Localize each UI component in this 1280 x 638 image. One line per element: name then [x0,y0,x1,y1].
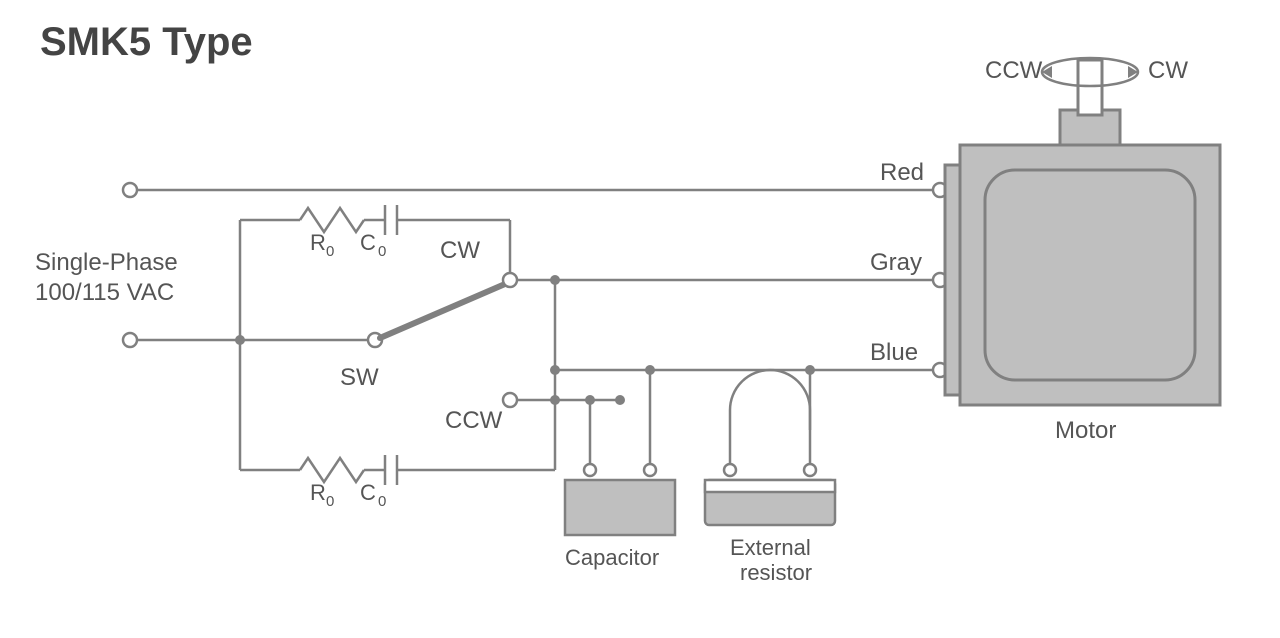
wire-blue-label: Blue [870,339,918,366]
res-hairpin [730,370,810,430]
rc-bot-r-sub: 0 [326,493,334,510]
resistor-label-1: External [730,535,811,560]
source-label-line2: 100/115 VAC [35,279,174,306]
res-pin-left [724,464,736,476]
diagram-title: SMK5 Type [40,20,253,64]
motor-ccw-label: CCW [985,57,1043,84]
rc-top-c-sub: 0 [378,243,386,260]
motor-cw-label: CW [1148,57,1188,84]
rc-bot-resistor [300,458,364,482]
rc-top-r-label: R [310,230,326,255]
rc-bot-c-label: C [360,480,376,505]
sw-cw-label: CW [440,237,480,264]
resistor-top-strip [705,480,835,492]
capacitor-label: Capacitor [565,545,659,570]
capacitor-body [565,480,675,535]
rc-top-r-sub: 0 [326,243,334,260]
supply-terminal-bottom [123,333,137,347]
sw-blade [380,284,505,338]
node-cap-left [585,395,595,405]
rc-bot-r-label: R [310,480,326,505]
motor [945,58,1220,405]
wire-red-label: Red [880,159,924,186]
res-pin-right [804,464,816,476]
sw-label: SW [340,364,379,391]
cap-pin-left [584,464,596,476]
wiring-diagram: SMK5 Type Single-Phase 100/115 VAC Red R… [0,0,1280,638]
wire-gray-label: Gray [870,249,922,276]
node-cap-right-blue [645,365,655,375]
resistor-label-2: resistor [740,560,812,585]
supply-terminal-top [123,183,137,197]
motor-label: Motor [1055,417,1116,444]
rc-top-resistor [300,208,364,232]
sw-ccw-label: CCW [445,407,503,434]
cap-pin-right [644,464,656,476]
sw-contact-ccw-open [503,393,517,407]
source-label-line1: Single-Phase [35,249,178,276]
rc-top-c-label: C [360,230,376,255]
sw-contact-cw [503,273,517,287]
rc-bot-c-sub: 0 [378,493,386,510]
